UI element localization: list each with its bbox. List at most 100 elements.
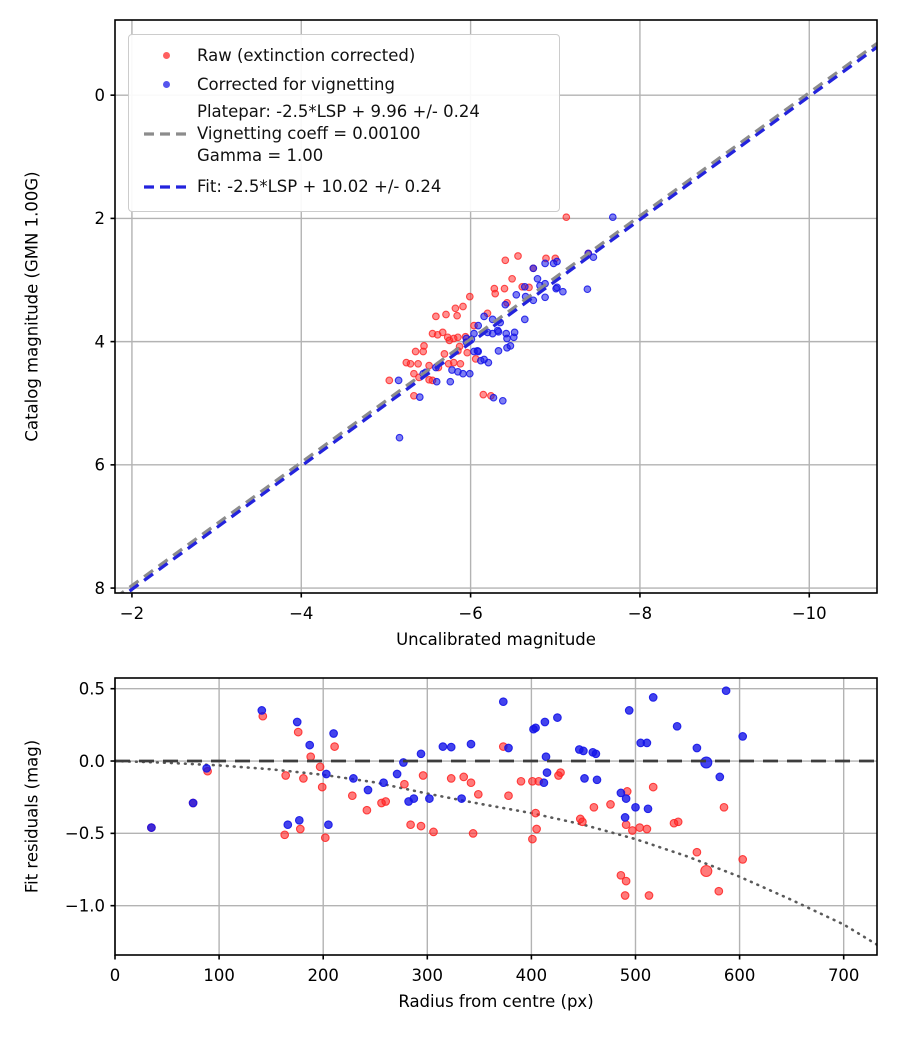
scatter-point: [324, 820, 333, 830]
scatter-point: [410, 369, 418, 378]
scatter-point: [419, 347, 428, 356]
scatter-point: [442, 310, 450, 319]
scatter-point: [608, 213, 617, 222]
scatter-point: [489, 393, 498, 402]
x-tick-label: −4: [289, 604, 313, 623]
scatter-point: [446, 742, 456, 752]
scatter-point: [616, 788, 626, 798]
residuals-chart: 0 100 200 300 400 500 600 700 0.5 0.0 −0.5 −1.0 Radi…: [23, 677, 878, 1011]
scatter-point: [494, 347, 503, 355]
scatter-point: [283, 820, 293, 830]
scatter-point: [188, 798, 198, 808]
scatter-point: [529, 264, 538, 273]
scatter-point: [454, 333, 462, 342]
scatter-point: [692, 847, 702, 857]
scatter-point: [549, 259, 558, 268]
legend-platepar-line1: Platepar: -2.5*LSP + 9.96 +/- 0.24: [197, 102, 480, 121]
scatter-point: [553, 283, 561, 292]
scatter-point: [624, 706, 634, 715]
scatter-point: [556, 768, 565, 777]
y-axis-label: Fit residuals (mag): [23, 740, 42, 893]
scatter-point: [320, 833, 330, 843]
scatter-point: [621, 820, 631, 830]
scatter-point: [465, 369, 474, 378]
scatter-point: [446, 377, 455, 386]
scatter-point: [484, 358, 493, 367]
legend-label-fit: Fit: -2.5*LSP + 10.02 +/- 0.24: [197, 176, 442, 196]
x-tick-label: 700: [828, 966, 860, 985]
raw-scatter-series: [385, 213, 593, 400]
x-tick-label: −6: [458, 604, 482, 623]
scatter-point: [315, 762, 325, 772]
scatter-point: [466, 778, 476, 788]
scatter-point: [672, 721, 682, 731]
scatter-point: [385, 376, 394, 385]
legend-item-corrected: Corrected for vignetting: [135, 70, 549, 99]
corrected-marker-icon: [162, 81, 170, 88]
scatter-point: [394, 376, 403, 385]
scatter-point: [463, 348, 472, 357]
scatter-point: [329, 729, 338, 738]
scatter-point: [578, 817, 587, 827]
y-axis-label: Catalog magnitude (GMN 1.00G): [23, 171, 42, 441]
scatter-point: [579, 746, 588, 756]
scatter-point: [635, 823, 645, 832]
y-tick-label: 4: [95, 332, 106, 351]
scatter-point: [504, 743, 513, 753]
legend-item-raw: Raw (extinction corrected): [135, 41, 549, 70]
legend-item-fit: Fit: -2.5*LSP + 10.02 +/- 0.24: [135, 170, 549, 203]
scatter-point: [540, 717, 550, 727]
scatter-point: [468, 829, 478, 838]
scatter-point: [504, 791, 513, 801]
scatter-point: [406, 359, 415, 368]
scatter-point: [738, 855, 748, 864]
corrected-scatter-series: [147, 686, 748, 832]
scatter-point: [541, 293, 549, 302]
legend-label-platepar: Platepar: -2.5*LSP + 9.96 +/- 0.24 Vigne…: [197, 101, 480, 167]
scatter-point: [520, 282, 529, 291]
legend-platepar-line2: Vignetting coeff = 0.00100: [197, 124, 421, 143]
fit-line: [124, 45, 877, 593]
scatter-point: [589, 802, 599, 812]
scatter-point: [643, 804, 653, 814]
scatter-point: [631, 802, 640, 812]
x-tick-label: −8: [628, 604, 652, 623]
scatter-point: [438, 328, 447, 337]
scatter-point: [508, 274, 516, 283]
scatter-point: [562, 213, 571, 222]
corrected-scatter-series: [394, 213, 617, 442]
scatter-point: [416, 749, 426, 759]
scatter-point: [416, 821, 426, 831]
scatter-point: [591, 749, 601, 759]
scatter-point: [202, 763, 211, 773]
scatter-point: [414, 359, 422, 368]
scatter-point: [498, 396, 507, 405]
scatter-point: [395, 433, 404, 442]
scatter-point: [620, 891, 630, 900]
scatter-point: [559, 287, 567, 296]
scatter-point: [512, 290, 521, 299]
legend-marker-cell: [135, 52, 197, 59]
scatter-point: [580, 774, 589, 783]
scatter-point: [738, 732, 748, 741]
scatter-point: [479, 390, 488, 399]
scatter-point: [502, 329, 511, 338]
scatter-point: [494, 327, 503, 336]
scatter-point: [648, 782, 658, 792]
legend-marker-cell: [135, 183, 197, 191]
platepar-line: [119, 42, 877, 593]
scatter-point: [381, 797, 391, 806]
scatter-point: [474, 321, 483, 330]
x-axis-label: Uncalibrated magnitude: [396, 630, 596, 649]
scatter-point: [292, 717, 302, 727]
scatter-point: [425, 361, 433, 370]
scatter-point: [440, 350, 449, 358]
scatter-point: [528, 834, 537, 844]
scatter-point: [406, 820, 415, 830]
axes-frame: [114, 19, 878, 594]
scatter-point: [606, 800, 615, 809]
y-tick-label: 8: [95, 579, 106, 598]
scatter-point: [257, 706, 267, 715]
scatter-point: [459, 302, 467, 311]
legend-marker-cell: [135, 130, 197, 138]
